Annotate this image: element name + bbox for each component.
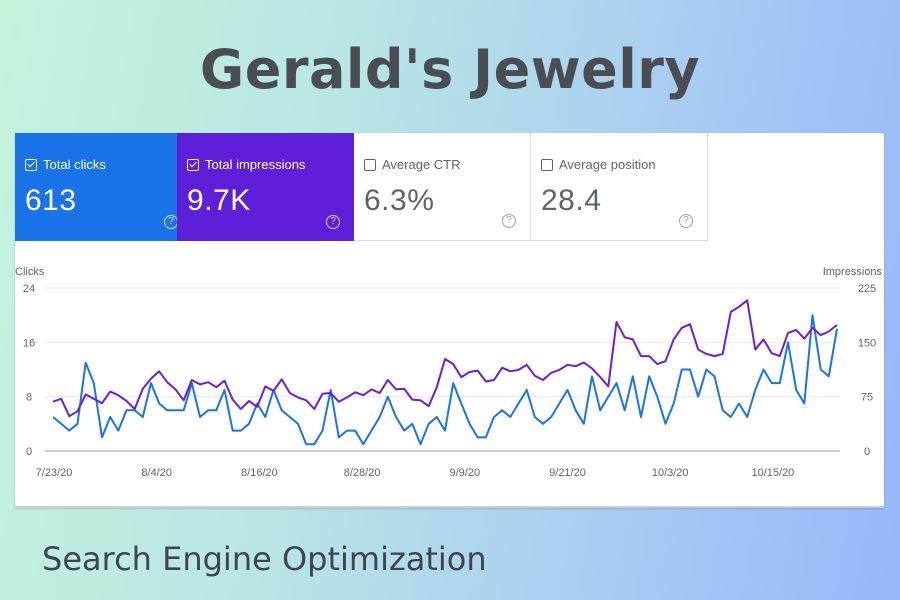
- left-tick-label: 0: [26, 446, 32, 458]
- total-clicks-checkbox[interactable]: [25, 158, 37, 171]
- total-clicks-label: Total clicks: [43, 157, 106, 172]
- help-icon[interactable]: ?: [502, 214, 516, 228]
- right-axis-title: Impressions: [823, 266, 883, 278]
- x-tick-label: 10/15/20: [751, 467, 794, 479]
- average-position-checkbox[interactable]: [541, 158, 553, 171]
- x-tick-label: 10/3/20: [652, 467, 689, 479]
- help-icon[interactable]: ?: [326, 215, 340, 229]
- right-tick-label: 225: [858, 283, 876, 295]
- left-tick-label: 8: [26, 392, 32, 404]
- total-impressions-card[interactable]: Total impressions 9.7K ?: [177, 133, 354, 241]
- left-axis-title: Clicks: [15, 266, 45, 278]
- right-tick-label: 75: [861, 392, 873, 404]
- subheadline: Search Engine Optimization: [42, 540, 487, 578]
- clicks-series-line: [52, 314, 838, 446]
- right-tick-label: 150: [858, 337, 876, 349]
- headline: Gerald's Jewelry: [199, 38, 701, 101]
- left-tick-label: 24: [23, 283, 35, 295]
- average-ctr-card[interactable]: Average CTR 6.3% ?: [354, 133, 531, 241]
- total-clicks-value: 613: [25, 184, 77, 217]
- x-tick-label: 8/28/20: [344, 467, 381, 479]
- total-impressions-label: Total impressions: [205, 157, 306, 172]
- total-clicks-card[interactable]: Total clicks 613 ?: [15, 133, 192, 241]
- right-tick-label: 0: [864, 446, 870, 458]
- total-impressions-value: 9.7K: [187, 184, 251, 217]
- x-tick-label: 8/16/20: [241, 467, 278, 479]
- help-icon[interactable]: ?: [679, 214, 693, 228]
- average-position-label: Average position: [559, 157, 656, 172]
- impressions-series-line: [52, 299, 838, 418]
- average-ctr-value: 6.3%: [364, 184, 435, 217]
- performance-chart[interactable]: Clicks Impressions 24 225 16 150 8 75 0 0 7/23/…: [15, 133, 884, 506]
- left-tick-label: 16: [23, 337, 35, 349]
- average-position-value: 28.4: [541, 184, 602, 217]
- performance-panel: Total clicks 613 ? Total impressions 9.7…: [15, 133, 884, 508]
- average-ctr-checkbox[interactable]: [364, 158, 376, 171]
- x-tick-label: 9/21/20: [549, 467, 586, 479]
- total-impressions-checkbox[interactable]: [187, 158, 199, 171]
- average-position-card[interactable]: Average position 28.4 ?: [531, 133, 708, 241]
- x-tick-label: 9/9/20: [450, 467, 481, 479]
- average-ctr-label: Average CTR: [382, 157, 461, 172]
- x-tick-label: 8/4/20: [141, 467, 172, 479]
- x-tick-label: 7/23/20: [36, 467, 73, 479]
